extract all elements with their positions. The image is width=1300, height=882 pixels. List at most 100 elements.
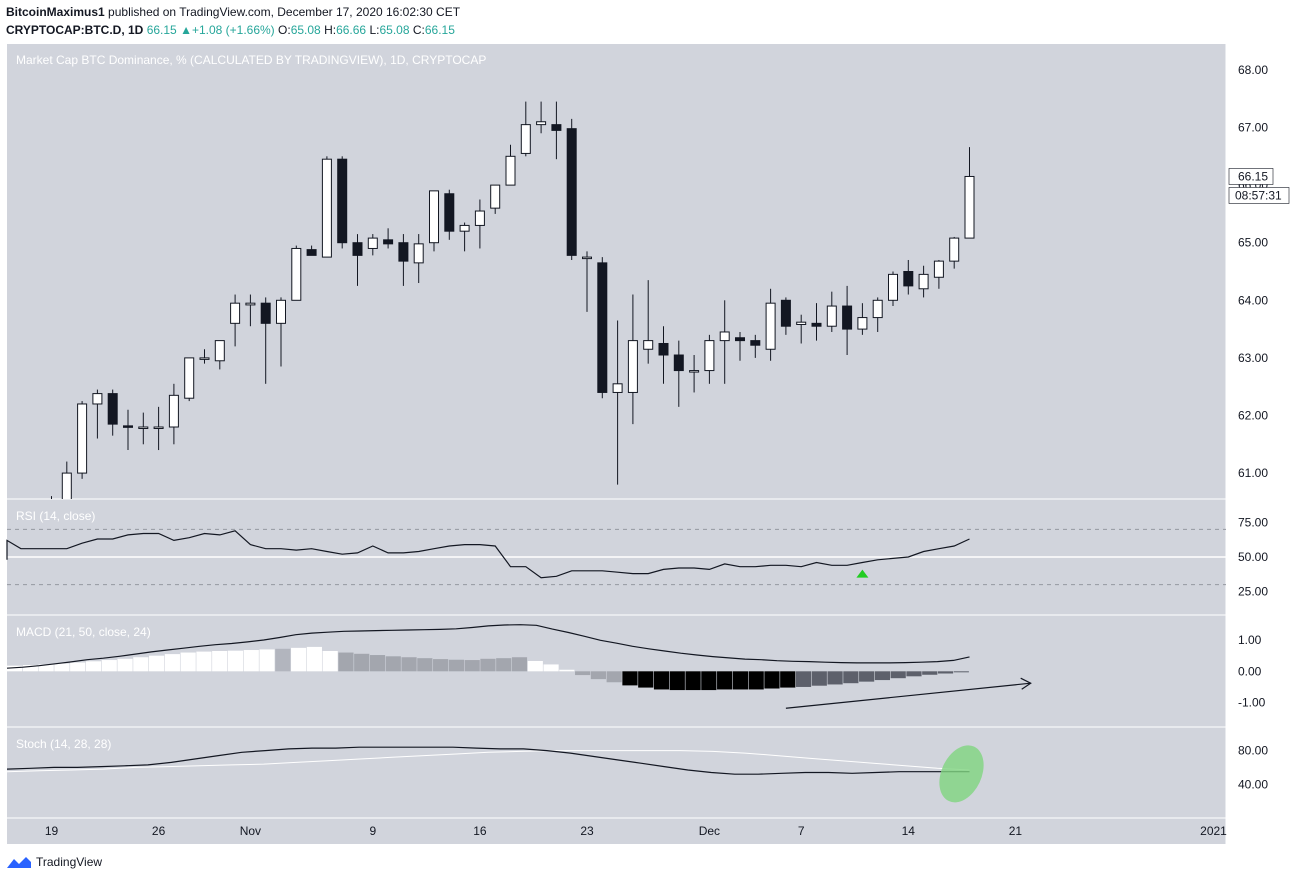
- macd-histogram-bar: [748, 671, 764, 690]
- stoch-tick-label: 80.00: [1238, 744, 1268, 758]
- candle-body: [719, 331, 730, 342]
- candle-body: [77, 403, 88, 474]
- price-tick-label: 63.00: [1238, 351, 1268, 365]
- macd-histogram-bar: [180, 652, 196, 672]
- candle: [949, 236, 960, 269]
- candle-body: [735, 337, 745, 342]
- macd-histogram-bar: [275, 648, 291, 672]
- rsi-tick-label: 25.00: [1238, 585, 1268, 599]
- candle: [903, 259, 914, 295]
- candle: [383, 228, 394, 249]
- candle: [643, 280, 654, 364]
- candle-body: [245, 302, 256, 306]
- candle: [689, 355, 700, 393]
- candle: [719, 300, 730, 384]
- trendline-arrowhead-icon: [1020, 677, 1032, 690]
- rsi-signal-triangle-icon: [856, 569, 869, 578]
- macd-histogram-bar: [22, 665, 38, 672]
- candle-body: [704, 340, 715, 372]
- ohlc-line: CRYPTOCAP:BTC.D, 1D 66.15 ▲+1.08 (+1.66%…: [6, 23, 455, 37]
- candle-body: [398, 242, 409, 262]
- price-tick-label: 68.00: [1238, 63, 1268, 77]
- macd-histogram-bar: [653, 671, 670, 690]
- macd-histogram-bar: [780, 671, 796, 688]
- time-tick-label: 9: [369, 824, 376, 838]
- candle-body: [918, 273, 929, 290]
- main-chart-title: Market Cap BTC Dominance, % (CALCULATED …: [16, 53, 486, 67]
- time-tick-label: 14: [902, 824, 916, 838]
- macd-histogram-bar: [543, 664, 559, 672]
- candle: [107, 389, 118, 436]
- candle-body: [123, 425, 133, 428]
- candle-body: [459, 224, 470, 232]
- candle: [444, 189, 455, 240]
- candle-body: [796, 321, 807, 325]
- close-label: C:: [412, 23, 425, 37]
- candle: [536, 101, 547, 134]
- macd-tick-label: 1.00: [1238, 633, 1262, 647]
- candle-body: [352, 242, 363, 256]
- macd-histogram-bar: [496, 658, 512, 672]
- candle: [474, 199, 485, 249]
- candle: [260, 297, 271, 384]
- open-label: O:: [278, 23, 291, 37]
- candle: [77, 401, 88, 479]
- time-tick-label: 7: [798, 824, 805, 838]
- stoch-tick-label: 40.00: [1238, 777, 1268, 791]
- macd-histogram-bar: [243, 650, 259, 672]
- candle-body: [566, 128, 577, 256]
- candle-body: [780, 299, 791, 327]
- candle-body: [673, 354, 684, 372]
- price-tick-label: 64.00: [1238, 293, 1268, 307]
- candle: [230, 294, 241, 347]
- candle: [123, 409, 133, 451]
- price-axis-background: [1226, 44, 1293, 844]
- macd-histogram-bar: [369, 655, 386, 672]
- candle-body: [153, 426, 164, 430]
- candle: [199, 349, 210, 364]
- candle-body: [291, 247, 302, 301]
- candle: [505, 144, 516, 186]
- candle: [933, 259, 944, 289]
- countdown-box: [1228, 187, 1290, 204]
- macd-histogram-bar: [843, 671, 859, 684]
- price-tick-label: 67.00: [1238, 121, 1268, 135]
- macd-histogram-bar: [401, 657, 417, 672]
- macd-histogram-bar: [117, 658, 133, 672]
- candle-body: [903, 271, 914, 287]
- macd-histogram-bar: [38, 664, 54, 672]
- candle: [658, 326, 669, 384]
- candle-body: [536, 121, 547, 126]
- candle-body: [765, 302, 776, 350]
- publish-line: BitcoinMaximus1 published on TradingView…: [6, 5, 460, 19]
- macd-histogram-bar: [906, 671, 922, 677]
- macd-histogram-bar: [795, 671, 812, 687]
- candle-body: [138, 426, 149, 430]
- open-value: 65.08: [290, 23, 321, 37]
- tradingview-footer[interactable]: TradingView: [6, 855, 102, 869]
- candle: [811, 303, 822, 341]
- candle: [551, 101, 562, 160]
- macd-histogram-bar: [259, 649, 275, 672]
- candle: [398, 234, 409, 286]
- macd-histogram-bar: [953, 671, 969, 673]
- candle: [214, 340, 225, 370]
- last-price-box: [1228, 168, 1274, 185]
- macd-histogram-bar: [7, 665, 23, 672]
- macd-histogram-bar: [448, 659, 464, 672]
- candle-body: [61, 472, 72, 499]
- candle: [780, 297, 791, 335]
- macd-histogram-bar: [590, 671, 606, 680]
- macd-histogram-bar: [717, 671, 733, 690]
- macd-histogram-bar: [227, 650, 244, 672]
- author-name[interactable]: BitcoinMaximus1: [6, 5, 105, 19]
- candle-body: [107, 393, 118, 425]
- candle: [321, 156, 332, 258]
- rsi-line: [6, 530, 970, 579]
- macd-histogram-bar: [101, 660, 117, 672]
- candle-body: [964, 175, 975, 239]
- candle: [566, 118, 577, 260]
- candle-body: [933, 260, 944, 278]
- candle: [153, 406, 164, 451]
